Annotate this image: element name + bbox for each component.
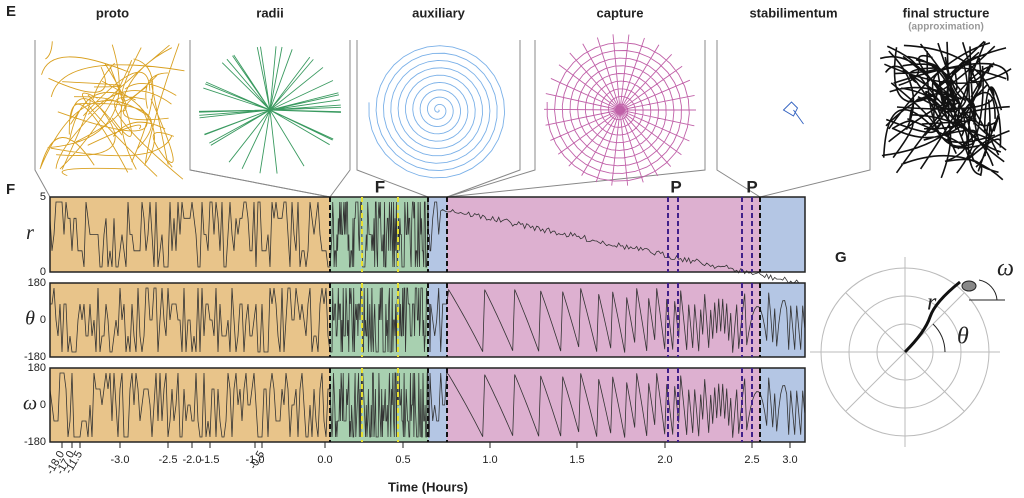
polar-spoke (845, 351, 906, 412)
x-tick-label: -1.0 (246, 454, 265, 466)
web-thumbnail (543, 34, 696, 186)
panel-label: E (6, 3, 16, 20)
phase-band (760, 197, 805, 272)
x-tick-label: -2.0 (183, 454, 202, 466)
phase-marker: P (746, 177, 757, 196)
phase-band (428, 197, 447, 272)
y-tick-label: 180 (28, 277, 46, 289)
stage-title: capture (597, 5, 644, 20)
panel-label: G (835, 249, 847, 266)
row-label: r (26, 222, 34, 244)
diagram-label: r (927, 290, 937, 316)
spider-path (903, 280, 961, 354)
phase-band (428, 283, 447, 357)
stage-title: radii (256, 5, 283, 20)
x-tick-label: -2.5 (159, 454, 178, 466)
y-tick-label: 180 (28, 362, 46, 374)
web-thumbnail (199, 46, 341, 174)
y-tick-label: -180 (24, 436, 46, 448)
x-tick-label: 2.5 (744, 454, 759, 466)
web-thumbnail (368, 45, 506, 179)
phase-band (447, 368, 760, 442)
stage-subtitle: (approximation) (908, 22, 984, 33)
y-tick-label: 0 (40, 399, 46, 411)
y-tick-label: -180 (24, 351, 46, 363)
panel-label: F (6, 181, 15, 198)
angle-arc (932, 323, 946, 353)
phase-marker: F (375, 177, 385, 196)
x-tick-label: 0.5 (395, 454, 410, 466)
diagram-label: θ (957, 324, 969, 350)
y-tick-label: 5 (40, 191, 46, 203)
trace (49, 201, 806, 288)
diagram-label: ω (997, 256, 1014, 282)
omega-arc (978, 279, 998, 301)
stage-title: final structure (903, 5, 990, 20)
web-thumbnail (39, 41, 185, 180)
funnel (446, 40, 521, 198)
x-axis-label: Time (Hours) (388, 479, 468, 494)
x-tick-label: 1.5 (569, 454, 584, 466)
phase-band (428, 368, 447, 442)
funnel (446, 40, 706, 198)
y-tick-label: 0 (40, 314, 46, 326)
funnel (356, 40, 429, 198)
polar-spoke (904, 351, 965, 412)
phase-band (447, 283, 760, 357)
y-tick-label: 0 (40, 266, 46, 278)
funnel (759, 40, 871, 198)
polar-spoke (845, 292, 906, 353)
x-tick-label: 0.0 (317, 454, 332, 466)
funnel (446, 40, 536, 198)
x-tick-label: 1.0 (482, 454, 497, 466)
funnel (189, 40, 331, 198)
content: proto radii auxiliary capture stabilimentum f… (23, 5, 1014, 476)
web-thumbnail (879, 40, 1012, 181)
x-tick-label: 2.0 (657, 454, 672, 466)
phase-marker: P (670, 177, 681, 196)
funnel (189, 40, 331, 198)
x-tick-label: -1.5 (201, 454, 220, 466)
x-tick-label: -3.0 (111, 454, 130, 466)
funnel (329, 40, 351, 198)
stage-title: stabilimentum (749, 5, 837, 20)
spider (961, 280, 977, 292)
phase-band (447, 197, 760, 272)
web-thumbnail (782, 101, 804, 125)
stage-title: proto (96, 5, 129, 20)
funnel (716, 40, 761, 198)
row-label: ω (23, 393, 37, 415)
row-label: θ (25, 308, 35, 330)
stage-title: auxiliary (412, 5, 466, 20)
funnel (34, 40, 51, 198)
x-tick-label: 3.0 (782, 454, 797, 466)
